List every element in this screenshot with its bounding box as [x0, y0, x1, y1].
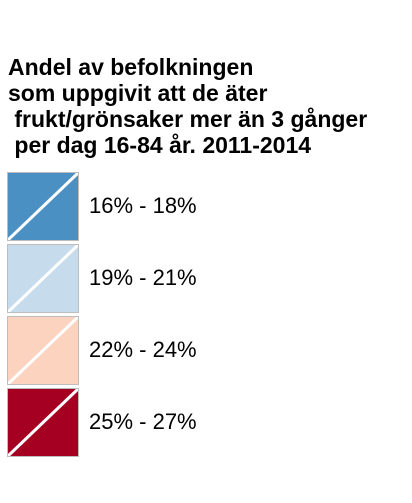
- legend-item: 22% - 24%: [7, 316, 407, 386]
- legend-swatch: [7, 316, 79, 385]
- legend-label: 25% - 27%: [89, 409, 197, 434]
- legend-swatch: [7, 388, 79, 457]
- legend-swatch: [7, 172, 79, 241]
- legend-swatch: [7, 244, 79, 313]
- legend-label: 19% - 21%: [89, 265, 197, 290]
- legend-swatch-diagonal: [8, 245, 78, 312]
- legend-label: 16% - 18%: [89, 193, 197, 218]
- legend-title: Andel av befolkningen som uppgivit att d…: [8, 54, 368, 158]
- legend-item: 19% - 21%: [7, 244, 407, 314]
- legend-swatch-graphic: [8, 245, 78, 312]
- legend-item: 25% - 27%: [7, 388, 407, 458]
- legend-swatch-diagonal: [8, 173, 78, 240]
- legend-item: 16% - 18%: [7, 172, 407, 242]
- legend-swatch-graphic: [8, 389, 78, 456]
- legend-swatch-diagonal: [8, 317, 78, 384]
- legend-label: 22% - 24%: [89, 337, 197, 362]
- legend-swatch-graphic: [8, 317, 78, 384]
- legend-swatch-graphic: [8, 173, 78, 240]
- legend-swatch-diagonal: [8, 389, 78, 456]
